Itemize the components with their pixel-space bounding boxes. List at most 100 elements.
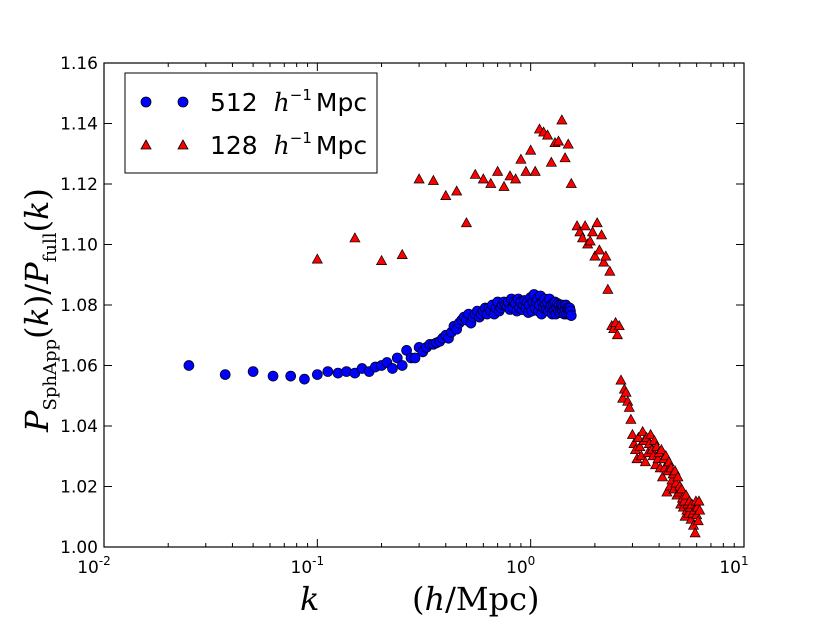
data-point-512	[183, 360, 195, 371]
x-tick-base: 10	[77, 558, 99, 578]
legend: 512 h−1 Mpc 128 h−1 Mpc	[124, 72, 378, 174]
data-point-128	[427, 174, 439, 185]
data-point-128	[589, 250, 601, 261]
data-point-512	[322, 366, 334, 377]
data-point-512	[311, 369, 323, 380]
data-point-128	[639, 456, 651, 467]
data-point-128	[504, 170, 516, 181]
legend-number-512: 512	[210, 88, 258, 117]
data-point-512	[409, 352, 421, 364]
plot-frame	[103, 62, 745, 548]
data-point-512	[247, 366, 259, 377]
data-point-128	[520, 165, 532, 176]
legend-box	[124, 72, 378, 174]
x-axis: 10-2 10-1 100 101	[77, 63, 749, 578]
data-point-512	[565, 310, 577, 321]
data-point-128	[515, 153, 527, 164]
y-axis-label: PSphApp(k)/Pfull(k)	[18, 188, 61, 433]
data-point-512	[387, 363, 398, 374]
data-point-128	[579, 220, 591, 231]
data-point-128	[656, 471, 669, 482]
data-point-128	[637, 425, 649, 436]
x-tick-label: 101	[719, 554, 748, 578]
y-tick-label: 1.16	[60, 54, 98, 74]
data-point-128	[477, 173, 489, 184]
data-point-128	[672, 471, 684, 482]
y-tick-label: 1.08	[60, 296, 98, 316]
data-point-128	[634, 440, 646, 452]
y-tick-label: 1.14	[60, 115, 98, 135]
data-point-128	[613, 319, 625, 331]
data-point-128	[661, 486, 673, 497]
x-tick-base: 10	[291, 558, 313, 578]
legend-unit-512: Mpc	[316, 88, 367, 117]
data-point-128	[451, 185, 463, 196]
data-point-128	[413, 173, 425, 184]
series-128	[311, 114, 706, 538]
data-point-128	[676, 483, 688, 494]
x-tick-base: 10	[719, 558, 741, 578]
legend-unit-128: Mpc	[316, 131, 367, 160]
data-point-128	[529, 165, 541, 176]
data-point-128	[645, 428, 657, 439]
data-point-128	[562, 138, 574, 149]
series-512	[183, 289, 577, 385]
data-point-128	[632, 431, 645, 442]
data-point-128	[591, 217, 603, 228]
data-point-128	[469, 168, 481, 179]
data-point-128	[598, 256, 610, 267]
data-point-512	[396, 360, 408, 371]
legend-marker-512-right	[177, 96, 189, 108]
x-tick-exponent: -1	[312, 554, 324, 568]
data-point-128	[692, 515, 704, 526]
data-point-128	[617, 392, 629, 403]
data-point-128	[545, 156, 557, 167]
data-point-128	[602, 283, 614, 294]
data-point-128	[375, 254, 388, 265]
data-point-128	[485, 177, 497, 188]
data-point-128	[460, 217, 473, 228]
x-tick-base: 10	[506, 558, 528, 578]
data-point-512	[267, 370, 279, 382]
y-tick-label: 1.00	[60, 538, 98, 558]
data-point-128	[565, 177, 577, 188]
data-point-512	[299, 373, 310, 385]
data-point-128	[584, 235, 596, 246]
data-point-128	[396, 248, 408, 259]
x-axis-units: (h/Mpc)	[412, 580, 540, 618]
data-point-128	[626, 428, 639, 439]
y-axis: 1.00 1.02 1.04 1.06 1.08 1.10 1.12 1.14 1.16	[60, 54, 744, 558]
data-point-128	[689, 527, 701, 538]
data-point-128	[498, 180, 510, 191]
data-point-128	[525, 144, 537, 155]
data-point-128	[541, 129, 554, 140]
x-tick-exponent: 1	[741, 554, 749, 568]
y-tick-label: 1.12	[60, 175, 98, 195]
data-point-512	[391, 352, 403, 364]
legend-marker-128-right	[177, 139, 189, 150]
data-point-128	[611, 329, 623, 340]
data-point-128	[492, 165, 504, 176]
data-point-128	[620, 386, 632, 397]
y-tick-label: 1.06	[60, 357, 98, 377]
data-point-128	[694, 504, 706, 515]
data-point-128	[586, 226, 599, 237]
data-point-512	[219, 369, 231, 380]
data-point-128	[693, 495, 705, 506]
data-point-128	[655, 443, 667, 455]
x-tick-label: 10-1	[291, 554, 325, 578]
x-tick-exponent: -2	[99, 554, 111, 568]
legend-label-512: 512 h−1 Mpc	[210, 86, 367, 117]
y-tick-label: 1.10	[60, 236, 98, 256]
data-point-128	[623, 401, 635, 412]
data-point-128	[349, 232, 361, 243]
y-tick-label: 1.02	[60, 478, 98, 498]
legend-label-128: 128 h−1 Mpc	[210, 129, 367, 160]
y-tick-label: 1.04	[60, 417, 98, 437]
x-tick-exponent: 0	[528, 554, 536, 568]
x-tick-label: 10-2	[77, 554, 111, 578]
data-point-128	[311, 253, 323, 264]
data-point-128	[625, 413, 637, 424]
data-point-128	[600, 250, 612, 261]
